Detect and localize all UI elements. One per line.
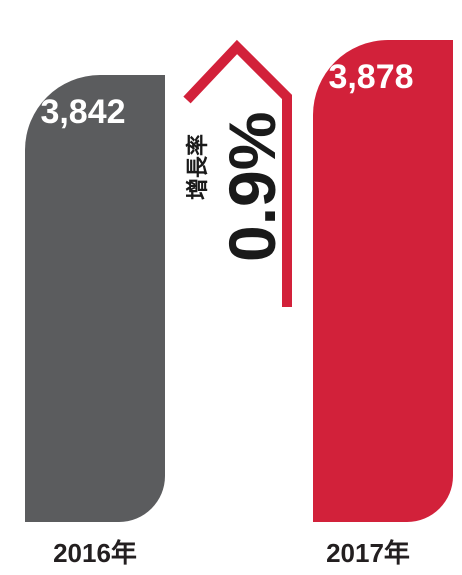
category-label: 2016年 <box>53 538 137 568</box>
growth-arrow-icon <box>183 39 292 307</box>
bar-2016 <box>25 75 165 522</box>
category-label: 2017年 <box>326 538 410 568</box>
growth-annotation: 增長率 0.9% <box>185 112 289 262</box>
growth-rate-value: 0.9% <box>215 112 289 262</box>
growth-arrow-layer <box>183 39 292 307</box>
bar-2017 <box>313 40 453 522</box>
bar-value-label: 3,878 <box>328 58 413 96</box>
bar-value-label: 3,842 <box>40 93 125 131</box>
bars-layer <box>25 40 453 522</box>
labels-layer: 3,842 2016年 3,878 2017年 <box>40 58 413 568</box>
growth-rate-label: 增長率 <box>185 134 210 200</box>
